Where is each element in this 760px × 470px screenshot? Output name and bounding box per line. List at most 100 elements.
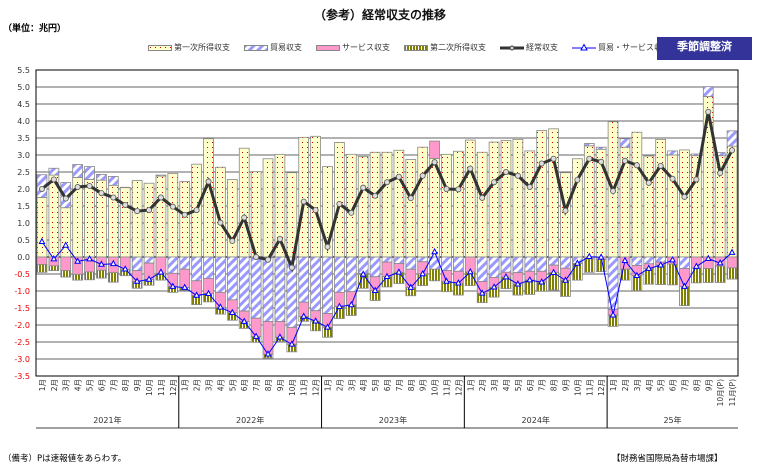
secondary-income-bar — [679, 286, 690, 307]
trade-bar — [167, 256, 179, 274]
primary-income-bar — [536, 130, 548, 258]
trade-services-point — [728, 248, 736, 255]
current-account-point — [169, 203, 176, 210]
current-account-point — [229, 238, 236, 245]
x-tick-label: 2月 — [621, 379, 630, 391]
trade-bar — [536, 256, 548, 272]
x-tick-label: 12月 — [597, 379, 606, 396]
trade-bar — [334, 256, 345, 293]
x-tick-label: 1月 — [324, 379, 333, 391]
y-tick-label: -2.0 — [14, 321, 30, 330]
x-tick-label: 4月 — [74, 379, 83, 391]
trade-services-point — [621, 256, 629, 264]
current-account-point — [610, 188, 617, 195]
trade-bar — [310, 256, 321, 312]
trade-bar — [393, 256, 405, 264]
current-account-point — [443, 185, 450, 192]
x-tick-label: 2月 — [335, 379, 344, 391]
x-tick-label: 9月 — [276, 379, 285, 391]
current-account-point — [431, 159, 438, 166]
primary-income-bar — [262, 158, 274, 258]
primary-income-bar — [226, 179, 238, 258]
legend-current-label: 経常収支 — [526, 43, 558, 52]
trade-bar — [48, 167, 60, 176]
trade-services-point — [98, 260, 105, 267]
trade-services-point — [466, 267, 474, 275]
trade-services-point — [288, 340, 296, 347]
y-tick-label: -3.0 — [14, 355, 30, 364]
trade-bar — [345, 256, 357, 293]
primary-income-bar — [512, 138, 524, 258]
trade-services-point — [109, 259, 117, 267]
secondary-income-bar — [107, 272, 119, 283]
secondary-income-bar — [714, 265, 726, 283]
y-tick-label: 5.0 — [17, 83, 30, 92]
x-tick-label: 2月 — [478, 379, 487, 391]
trade-bar — [405, 256, 417, 270]
services-bar — [726, 256, 738, 269]
trade-services-point — [538, 278, 546, 285]
primary-income-bar — [405, 159, 417, 258]
x-tick-label: 5月 — [86, 379, 95, 391]
trade-services-point — [300, 312, 308, 319]
current-account-point — [181, 211, 188, 218]
primary-income-bar — [357, 155, 369, 258]
trade-services-point — [431, 247, 439, 255]
trade-bar — [179, 256, 191, 270]
current-account-point — [122, 201, 129, 208]
current-account-point — [146, 207, 153, 214]
x-tick-label: 1月 — [466, 379, 475, 391]
year-label: 2023年 — [379, 415, 407, 425]
x-tick-label: 4月 — [645, 379, 654, 391]
trade-bar — [548, 256, 559, 266]
unit-label: （単位：兆円） — [3, 24, 67, 34]
current-account-point — [502, 168, 509, 175]
current-account-point — [372, 192, 379, 199]
trade-services-point — [478, 289, 486, 296]
trade-bar — [441, 256, 452, 272]
trade-bar — [262, 256, 274, 322]
primary-income-bar — [393, 149, 405, 258]
trade-bar — [107, 176, 119, 186]
current-account-point — [705, 108, 712, 115]
primary-income-bar — [548, 128, 559, 258]
year-label: 2022年 — [236, 415, 264, 425]
trade-bar — [143, 256, 155, 264]
trade-services-point — [181, 283, 189, 290]
y-tick-label: 5.5 — [17, 66, 30, 75]
x-tick-label: 9月 — [419, 379, 428, 391]
year-label: 2021年 — [93, 415, 121, 425]
current-account-point — [621, 157, 628, 164]
current-account-point — [86, 182, 93, 189]
primary-income-bar — [143, 182, 155, 258]
primary-income-bar — [441, 153, 452, 258]
secondary-income-bar — [702, 268, 714, 283]
y-tick-label: 0.0 — [17, 253, 30, 262]
primary-income-bar — [679, 149, 690, 258]
current-account-point — [324, 243, 331, 250]
current-account-point — [455, 186, 462, 193]
trade-bar — [453, 256, 464, 272]
current-account-point — [514, 172, 521, 179]
x-tick-label: 3月 — [205, 379, 214, 391]
x-tick-label: 6月 — [97, 379, 106, 391]
trade-services-point — [704, 254, 712, 261]
primary-income-bar — [667, 154, 678, 258]
trade-bar — [250, 256, 262, 319]
services-bar — [36, 256, 48, 265]
trade-bar — [583, 143, 595, 147]
legend-primary-label: 第一次所得収支 — [174, 43, 230, 52]
trade-services-point — [62, 241, 70, 248]
x-tick-label: 7月 — [109, 379, 118, 391]
secondary-income-bar — [84, 271, 95, 281]
secondary-income-bar — [72, 273, 83, 281]
x-tick-label: 1月 — [609, 379, 618, 391]
trade-services-point — [562, 276, 569, 283]
current-account-point — [110, 194, 117, 201]
x-tick-label: 9月 — [561, 379, 570, 391]
trade-services-point — [657, 261, 665, 268]
primary-income-bar — [524, 150, 536, 258]
trade-bar — [274, 256, 286, 322]
x-tick-label: 6月 — [240, 379, 249, 391]
source-label: 【財務省国際局為替市場課】 — [612, 454, 723, 464]
